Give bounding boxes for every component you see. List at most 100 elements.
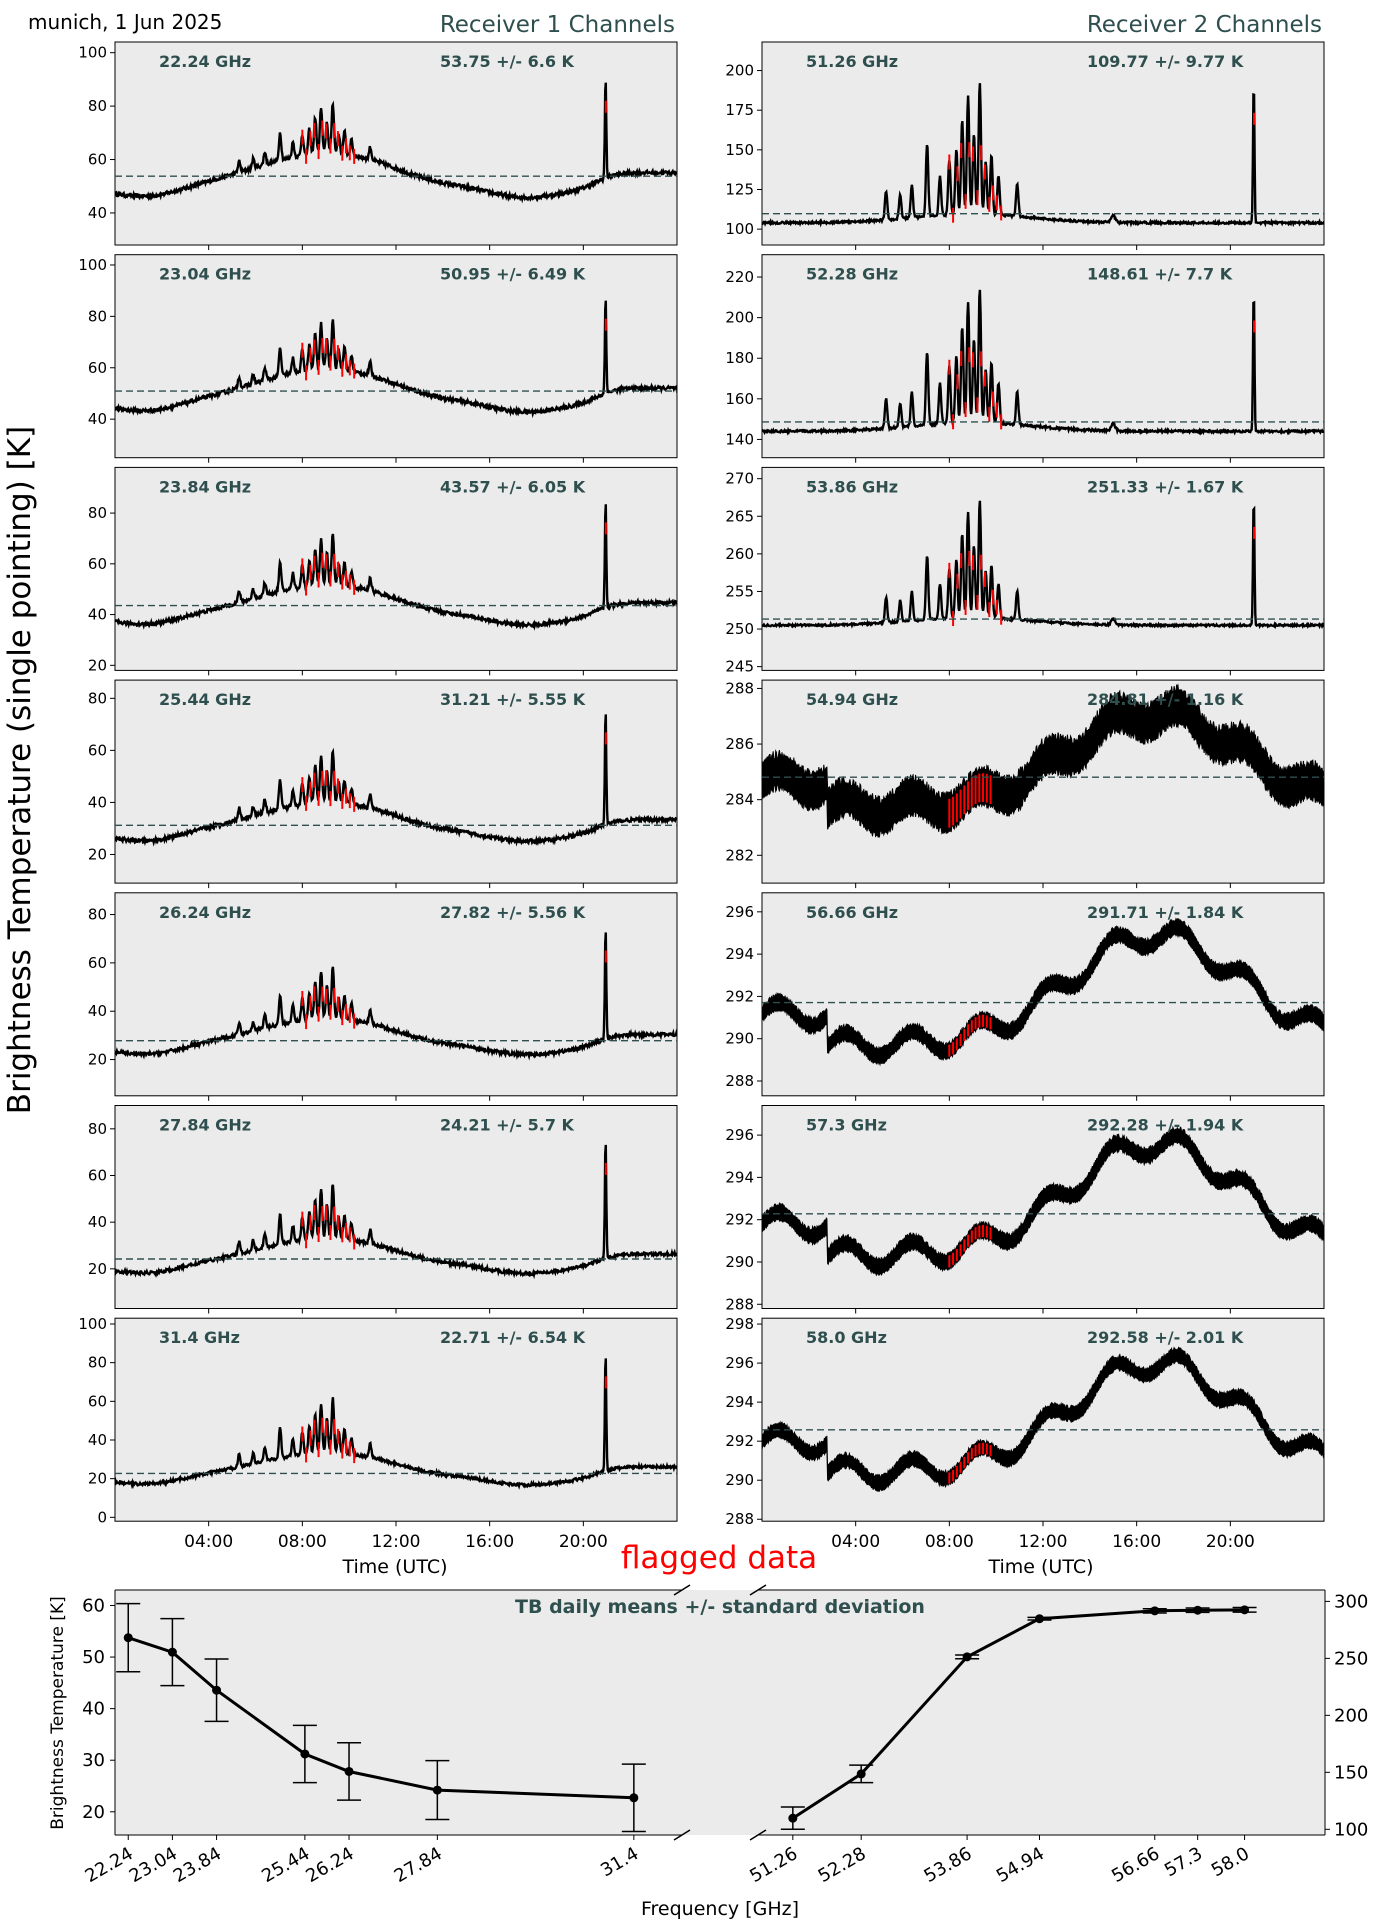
series-line: [115, 932, 677, 1061]
receiver2-mean-point: [788, 1813, 798, 1823]
receiver2-x-tick-label: 57.3: [1161, 1843, 1206, 1881]
receiver2-x-tick-label: 56.66: [1108, 1843, 1163, 1887]
x-tick-label: 20:00: [559, 1532, 608, 1552]
y-tick-label: 40: [88, 793, 107, 811]
y-tick-label: 40: [88, 606, 107, 624]
mean-std-label: 292.58 +/- 2.01 K: [1087, 1328, 1244, 1347]
receiver2-mean-point: [1150, 1606, 1160, 1616]
mean-std-label: 31.21 +/- 5.55 K: [440, 690, 586, 709]
frequency-label: 53.86 GHz: [806, 477, 898, 496]
receiver2-x-tick-label: 53.86: [920, 1843, 975, 1887]
mean-std-label: 109.77 +/- 9.77 K: [1087, 52, 1244, 71]
time-series-panel: 282 284 286 288 54.94 GHz 284.81 +/- 1.16 K: [725, 679, 1325, 889]
y-tick-label: 20: [88, 656, 107, 674]
series-line: [115, 82, 677, 204]
panel-background: [114, 679, 678, 884]
series-line: [762, 83, 1324, 228]
receiver1-mean-point: [432, 1785, 442, 1795]
shared-y-axis-label: Brightness Temperature (single pointing)…: [2, 426, 38, 1114]
right-y-tick-label: 250: [1334, 1648, 1368, 1669]
y-tick-label: 160: [725, 390, 754, 408]
y-tick-label: 220: [725, 268, 754, 286]
y-tick-label: 80: [88, 906, 107, 924]
right-y-tick-label: 200: [1334, 1705, 1368, 1726]
panel-background: [761, 679, 1325, 884]
right-y-tick-label: 100: [1334, 1819, 1368, 1840]
receiver1-x-tick-label: 26.24: [302, 1843, 357, 1887]
y-tick-label: 60: [88, 555, 107, 573]
panel-background: [114, 254, 678, 459]
y-tick-label: 80: [88, 1354, 107, 1372]
receiver2-title: Receiver 2 Channels: [1087, 12, 1322, 38]
y-tick-label: 175: [725, 101, 754, 119]
x-tick-label: 04:00: [831, 1532, 880, 1552]
time-series-band: [762, 683, 1324, 838]
frequency-label: 58.0 GHz: [806, 1328, 887, 1347]
y-tick-label: 265: [725, 507, 754, 525]
panel-background: [761, 254, 1325, 459]
x-tick-label: 12:00: [372, 1532, 421, 1552]
y-tick-label: 288: [725, 1510, 754, 1528]
receiver1-x-tick-label: 27.84: [391, 1843, 446, 1887]
time-series-panel: 0 20 40 60 80 100 04:00 08:00 12:00 16:00 20:00 31.…: [78, 1315, 678, 1552]
frequency-label: 31.4 GHz: [159, 1328, 240, 1347]
receiver1-x-tick-label: 25.44: [258, 1843, 313, 1887]
y-tick-label: 100: [725, 220, 754, 238]
y-tick-label: 40: [88, 1431, 107, 1449]
mean-std-label: 291.71 +/- 1.84 K: [1087, 903, 1244, 922]
receiver2-mean-point: [1193, 1605, 1203, 1615]
panel-background: [761, 1105, 1325, 1309]
time-series-panel: 245 250 255 260 265 270 53.86 GHz 251.33 +/- 1.…: [725, 466, 1325, 676]
receiver1-x-tick-label: 23.84: [170, 1843, 225, 1887]
mean-std-label: 43.57 +/- 6.05 K: [440, 477, 586, 496]
y-tick-label: 60: [88, 1167, 107, 1185]
receiver1-mean-point: [300, 1749, 310, 1759]
y-tick-label: 292: [725, 1211, 754, 1229]
summary-background: [115, 1590, 1325, 1835]
series-line: [762, 1125, 1324, 1277]
y-tick-label: 60: [88, 741, 107, 759]
frequency-label: 23.84 GHz: [159, 477, 251, 496]
panel-background: [114, 892, 678, 1097]
series-line: [115, 1144, 677, 1280]
x-tick-label: 16:00: [465, 1532, 514, 1552]
mean-std-label: 148.61 +/- 7.7 K: [1087, 265, 1233, 284]
y-tick-label: 298: [725, 1315, 754, 1333]
receiver2-mean-point: [856, 1769, 866, 1779]
y-tick-label: 20: [88, 1470, 107, 1488]
y-tick-label: 100: [78, 44, 107, 62]
frequency-label: 27.84 GHz: [159, 1116, 251, 1135]
time-series-trace: [762, 500, 1324, 630]
mean-std-label: 24.21 +/- 5.7 K: [440, 1116, 575, 1135]
time-series-panel: 20 40 60 80 25.44 GHz 31.21 +/- 5.55 K: [88, 679, 678, 889]
y-tick-label: 40: [88, 1213, 107, 1231]
receiver2-mean-point: [962, 1652, 972, 1662]
y-tick-label: 40: [88, 410, 107, 428]
y-tick-label: 200: [725, 62, 754, 80]
series-line: [115, 504, 677, 631]
receiver2-x-tick-label: 54.94: [993, 1843, 1048, 1887]
frequency-label: 22.24 GHz: [159, 52, 251, 71]
y-tick-label: 80: [88, 1120, 107, 1138]
panel-background: [114, 41, 678, 246]
y-tick-label: 0: [97, 1508, 107, 1526]
location-date-label: munich, 1 Jun 2025: [28, 10, 222, 34]
time-series-panel: 40 60 80 100 22.24 GHz 53.75 +/- 6.6 K: [78, 41, 678, 250]
receiver1-x-tick-label: 31.4: [597, 1843, 642, 1881]
left-y-tick-label: 50: [82, 1647, 105, 1668]
time-series-trace: [115, 1144, 677, 1280]
panel-background: [114, 1317, 678, 1522]
x-tick-label: 04:00: [184, 1532, 233, 1552]
y-tick-label: 288: [725, 1295, 754, 1313]
y-tick-label: 290: [725, 1030, 754, 1048]
y-tick-label: 80: [88, 97, 107, 115]
receiver1-mean-point: [344, 1766, 354, 1776]
flagged-data-label: flagged data: [621, 1540, 817, 1576]
series-line: [762, 683, 1324, 838]
y-tick-label: 20: [88, 1051, 107, 1069]
left-y-tick-label: 20: [82, 1802, 105, 1823]
left-y-tick-label: 60: [82, 1595, 105, 1616]
time-series-trace: [115, 504, 677, 631]
y-tick-label: 40: [88, 1002, 107, 1020]
series-line: [762, 917, 1324, 1067]
